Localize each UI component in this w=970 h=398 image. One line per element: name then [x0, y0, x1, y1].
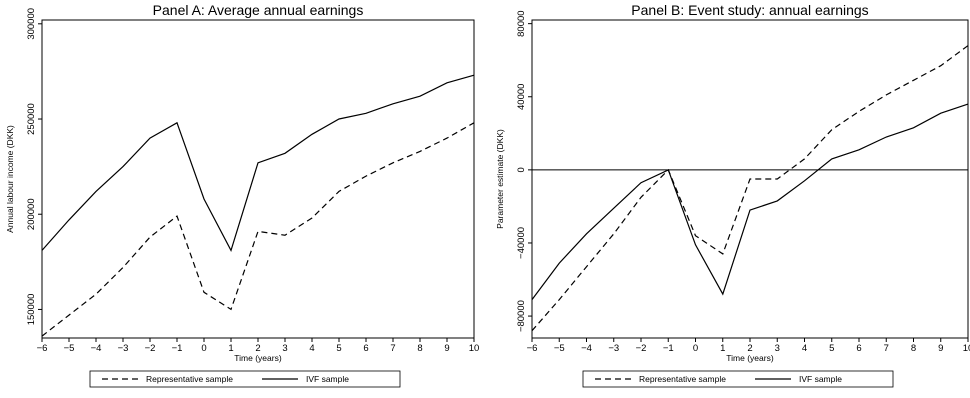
panel-b-x-tick-label: −6 [527, 343, 538, 354]
panel-a-x-tick-label: −1 [172, 343, 183, 354]
panel-a-x-tick-label: 4 [309, 343, 314, 354]
panel-b-x-tick-label: −3 [608, 343, 619, 354]
panel-b-y-axis-label: Parameter estimate (DKK) [495, 129, 505, 229]
panel-a-x-tick-label: 7 [390, 343, 395, 354]
panel-b-x-tick-label: −1 [663, 343, 674, 354]
panel-a: Panel A: Average annual earnings −6 −5 −4 −3… [5, 2, 480, 388]
panel-b-title: Panel B: Event study: annual earnings [631, 2, 868, 18]
panel-b-x-tick-label: 9 [938, 343, 943, 354]
panel-a-legend: Representative sample IVF sample [89, 370, 401, 388]
panel-a-x-tick-label: 0 [201, 343, 206, 354]
panel-a-x-tick-label: −5 [64, 343, 75, 354]
panel-a-x-tick-label: 9 [444, 343, 449, 354]
panel-a-title: Panel A: Average annual earnings [153, 2, 364, 18]
panel-b-legend-box [582, 370, 894, 388]
panel-a-series-representative-line [41, 122, 475, 337]
panel-a-x-tick-label: 5 [336, 343, 341, 354]
panel-a-x-tick-label: 8 [417, 343, 422, 354]
panel-b-x-tick-label: 1 [720, 343, 725, 354]
panel-b-x-tick-label: 0 [693, 343, 698, 354]
panel-b-x-tick-label: −2 [636, 343, 647, 354]
panel-b-x-tick-label: 2 [747, 343, 752, 354]
panel-b: Panel B: Event study: annual earnings−6−… [495, 2, 970, 388]
panel-b-series-ivf-line [531, 103, 969, 300]
panel-a-x-tick-label: −2 [145, 343, 156, 354]
panel-a-x-tick-label: 10 [469, 343, 480, 354]
panel-a-x-tick-label: 3 [282, 343, 287, 354]
panel-b-legend-label: IVF sample [799, 374, 842, 384]
panel-b-x-tick-label: 3 [775, 343, 780, 354]
panel-b-legend: Representative sample IVF sample [582, 370, 894, 388]
panel-b-legend-label: Representative sample [639, 374, 726, 384]
panel-b-x-tick-label: 10 [963, 343, 970, 354]
panel-a-y-tick-label: 250000 [26, 103, 37, 135]
panel-a-y-axis-label: Annual labour income (DKK) [5, 125, 15, 233]
panel-a-plot-frame [41, 19, 475, 339]
panel-a-x-tick-label: −6 [37, 343, 48, 354]
panel-b-y-tick-label: −80000 [516, 300, 527, 332]
panel-a-x-tick-label: 1 [228, 343, 233, 354]
panel-b-x-axis-label: Time (years) [726, 353, 774, 363]
panel-b-x-tick-label: 4 [802, 343, 807, 354]
panel-b-y-tick-label: 40000 [516, 84, 527, 110]
panel-a-x-tick-label: 2 [255, 343, 260, 354]
panel-a-legend-label: Representative sample [146, 374, 233, 384]
panel-b-x-tick-label: 7 [884, 343, 889, 354]
panel-a-x-tick-label: −4 [91, 343, 102, 354]
panel-a-y-tick-label: 200000 [26, 198, 37, 230]
panel-a-x-tick-label: 6 [363, 343, 368, 354]
panel-b-series-representative-line [531, 45, 969, 332]
panel-b-y-tick-label: 80000 [516, 10, 527, 36]
panel-a-x-tick-label: −3 [118, 343, 129, 354]
panel-a-x-axis-label: Time (years) [234, 353, 282, 363]
panel-b-x-tick-label: 5 [829, 343, 834, 354]
panel-a-y-tick-label: 150000 [26, 294, 37, 326]
panel-b-x-tick-label: 6 [856, 343, 861, 354]
panel-a-series-ivf-line [41, 74, 475, 252]
panel-b-y-tick-label: 0 [516, 167, 527, 172]
panel-b-x-tick-label: 8 [911, 343, 916, 354]
panel-a-legend-label: IVF sample [306, 374, 349, 384]
panel-b-x-tick-label: −5 [554, 343, 565, 354]
panel-b-y-tick-label: −40000 [516, 227, 527, 259]
panel-a-legend-box [89, 370, 401, 388]
panel-b-x-tick-label: −4 [581, 343, 592, 354]
panel-a-y-tick-label: 300000 [26, 8, 37, 40]
